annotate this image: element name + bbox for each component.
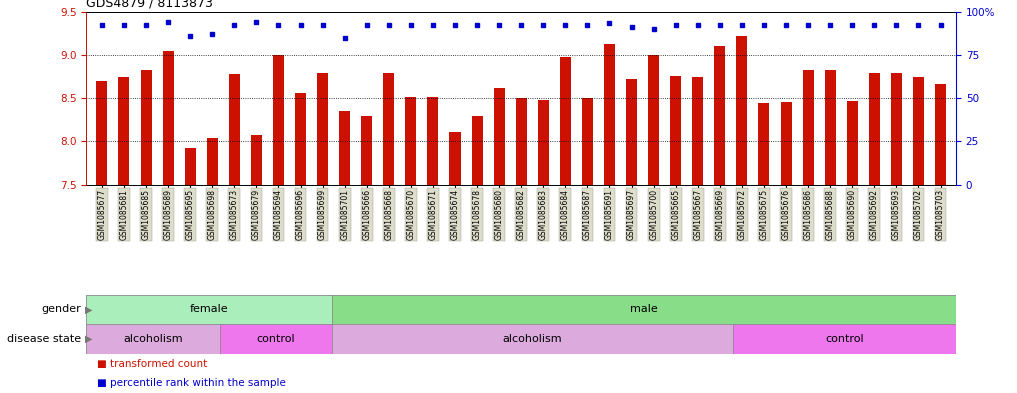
Bar xyxy=(406,97,416,185)
Bar xyxy=(825,70,836,185)
Text: control: control xyxy=(256,334,295,344)
Text: ■ transformed count: ■ transformed count xyxy=(97,358,206,369)
Bar xyxy=(516,98,527,185)
Bar xyxy=(733,324,956,354)
Text: female: female xyxy=(190,305,229,314)
Text: control: control xyxy=(825,334,863,344)
Bar xyxy=(339,111,350,185)
Bar xyxy=(626,79,637,185)
Text: alcoholism: alcoholism xyxy=(502,334,562,344)
Bar xyxy=(913,77,924,185)
Bar xyxy=(86,324,221,354)
Bar xyxy=(118,77,129,185)
Bar xyxy=(251,134,262,185)
Text: disease state: disease state xyxy=(7,334,81,344)
Bar xyxy=(736,36,747,185)
Bar xyxy=(450,132,461,185)
Bar xyxy=(185,147,195,185)
Bar xyxy=(221,324,332,354)
Bar xyxy=(332,295,956,324)
Bar xyxy=(847,101,857,185)
Bar xyxy=(273,55,284,185)
Bar xyxy=(317,73,328,185)
Text: gender: gender xyxy=(42,305,81,314)
Bar xyxy=(427,97,438,185)
Bar xyxy=(472,116,483,185)
Bar xyxy=(648,55,659,185)
Bar xyxy=(493,88,504,185)
Bar xyxy=(383,73,395,185)
Bar xyxy=(538,100,549,185)
Bar xyxy=(670,76,681,185)
Bar xyxy=(802,70,814,185)
Bar xyxy=(714,46,725,185)
Bar xyxy=(295,93,306,185)
Text: alcoholism: alcoholism xyxy=(123,334,183,344)
Bar xyxy=(604,44,615,185)
Bar xyxy=(361,116,372,185)
Text: male: male xyxy=(630,305,658,314)
Bar xyxy=(693,77,704,185)
Bar xyxy=(163,51,174,185)
Bar xyxy=(759,103,770,185)
Bar xyxy=(935,84,946,185)
Text: ▶: ▶ xyxy=(85,305,93,314)
Bar xyxy=(780,102,791,185)
Bar xyxy=(869,73,880,185)
Bar xyxy=(206,138,218,185)
Bar xyxy=(332,324,733,354)
Text: GDS4879 / 8113873: GDS4879 / 8113873 xyxy=(86,0,214,9)
Bar xyxy=(891,73,902,185)
Bar xyxy=(86,295,332,324)
Bar xyxy=(140,70,152,185)
Bar xyxy=(229,74,240,185)
Text: ▶: ▶ xyxy=(85,334,93,344)
Text: ■ percentile rank within the sample: ■ percentile rank within the sample xyxy=(97,378,286,388)
Bar xyxy=(582,98,593,185)
Bar xyxy=(97,81,108,185)
Bar xyxy=(559,57,571,185)
